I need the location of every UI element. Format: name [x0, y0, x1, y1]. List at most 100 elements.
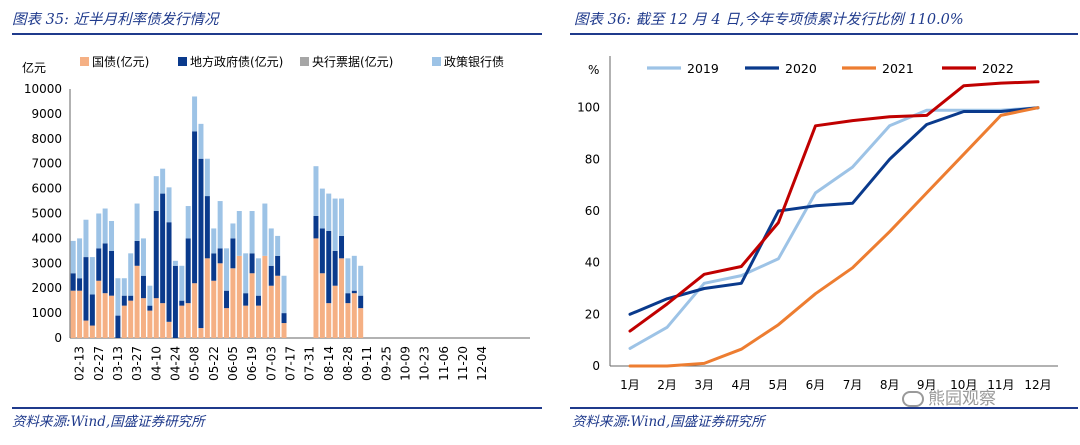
- bar-segment: [281, 313, 287, 324]
- x-tick-label: 4月: [731, 378, 751, 392]
- x-tick-label: 02-27: [92, 346, 106, 381]
- right-top-rule: [570, 33, 1078, 35]
- x-tick-label: 5月: [769, 378, 789, 392]
- bar-segment: [281, 275, 287, 314]
- x-tick-label: 10-09: [398, 346, 412, 381]
- bar-segment: [147, 310, 153, 338]
- bar-segment: [275, 275, 281, 338]
- bar-segment: [358, 295, 364, 309]
- y-tick-label: 9000: [31, 107, 62, 121]
- y-tick-label: 7000: [31, 157, 62, 171]
- bar-segment: [319, 273, 325, 338]
- bar-segment: [115, 315, 121, 338]
- bar-segment: [313, 166, 319, 216]
- right-bottom-rule: [570, 407, 1078, 409]
- bar-segment: [332, 198, 338, 251]
- legend-swatch: [432, 57, 441, 66]
- left-chart-title: 图表 35: 近半月利率债发行情况: [12, 12, 219, 28]
- x-tick-label: 07-31: [303, 346, 317, 381]
- bar-segment: [345, 258, 351, 294]
- bar-segment: [230, 223, 236, 239]
- bar-segment: [89, 325, 95, 338]
- x-tick-label: 6月: [806, 378, 826, 392]
- bar-segment: [339, 198, 345, 236]
- legend-label: 2022: [982, 61, 1014, 76]
- x-tick-label: 11-06: [437, 346, 451, 381]
- bar-segment: [70, 273, 76, 291]
- bar-segment: [249, 273, 255, 338]
- bar-segment: [109, 220, 115, 251]
- y-tick-label: 100: [577, 101, 600, 115]
- bar-segment: [179, 265, 185, 301]
- bar-segment: [89, 294, 95, 326]
- legend-label: 2020: [785, 61, 817, 76]
- bar-segment: [121, 278, 127, 296]
- legend-label: 2019: [687, 61, 719, 76]
- x-tick-label: 10-23: [418, 346, 432, 381]
- bar-segment: [345, 293, 351, 304]
- bar-segment: [275, 255, 281, 276]
- bar-segment: [326, 303, 332, 338]
- bar-segment: [204, 158, 210, 197]
- right-chart-panel: 图表 36: 截至 12 月 4 日,今年专项债累计发行比例 110.0% % 0…: [560, 0, 1080, 445]
- bar-segment: [172, 260, 178, 266]
- legend-label: 地方政府债(亿元): [190, 54, 283, 69]
- y-tick-label: 4000: [31, 231, 62, 245]
- bar-segment: [217, 201, 223, 249]
- bar-segment: [326, 230, 332, 304]
- bar-segment: [160, 168, 166, 194]
- x-tick-label: 07-03: [264, 346, 278, 381]
- bar-segment: [198, 123, 204, 159]
- x-tick-label: 06-05: [226, 346, 240, 381]
- bar-segment: [268, 265, 274, 286]
- bar-segment: [249, 253, 255, 274]
- bar-segment: [83, 219, 89, 258]
- bar-segment: [160, 193, 166, 304]
- x-tick-label: 7月: [843, 378, 863, 392]
- series-line: [628, 106, 1040, 350]
- x-tick-label: 09-11: [360, 346, 374, 381]
- bar-segment: [134, 203, 140, 241]
- bar-segment: [102, 243, 108, 294]
- legend-label: 政策银行债: [444, 55, 504, 69]
- bar-segment: [255, 295, 261, 306]
- bar-segment: [83, 320, 89, 338]
- bar-segment: [224, 248, 230, 291]
- bar-segment: [204, 196, 210, 259]
- legend-label: 2021: [882, 61, 914, 76]
- x-tick-label: 03-27: [130, 346, 144, 381]
- bar-segment: [332, 250, 338, 286]
- x-tick-label: 04-24: [168, 346, 182, 381]
- bar-segment: [255, 258, 261, 296]
- bar-segment: [192, 96, 198, 132]
- bar-segment: [351, 290, 357, 294]
- right-source-note: 资料来源:Wind,国盛证券研究所: [572, 414, 765, 430]
- x-tick-label: 02-13: [73, 346, 87, 381]
- bar-segment: [140, 298, 146, 338]
- bar-segment: [204, 258, 210, 338]
- bar-segment: [185, 303, 191, 338]
- bar-segment: [185, 206, 191, 239]
- bar-segment: [236, 255, 242, 338]
- bar-segment: [268, 285, 274, 338]
- bar-segment: [211, 280, 217, 338]
- bar-segment: [319, 228, 325, 274]
- bar-segment: [77, 290, 83, 338]
- bar-segment: [313, 238, 319, 338]
- y-tick-label: 60: [585, 204, 600, 218]
- bar-segment: [224, 308, 230, 338]
- bar-segment: [172, 265, 178, 338]
- bar-segment: [358, 308, 364, 338]
- bar-segment: [345, 303, 351, 338]
- bar-segment: [134, 240, 140, 266]
- bar-segment: [243, 293, 249, 306]
- bar-segment: [166, 321, 172, 338]
- bar-segment: [313, 215, 319, 239]
- wechat-icon: [902, 391, 924, 407]
- bar-segment: [332, 285, 338, 338]
- bar-segment: [153, 298, 159, 338]
- x-tick-label: 11-20: [456, 346, 470, 381]
- bar-segment: [83, 257, 89, 321]
- bar-segment: [319, 188, 325, 229]
- y-tick-label: 40: [585, 256, 600, 270]
